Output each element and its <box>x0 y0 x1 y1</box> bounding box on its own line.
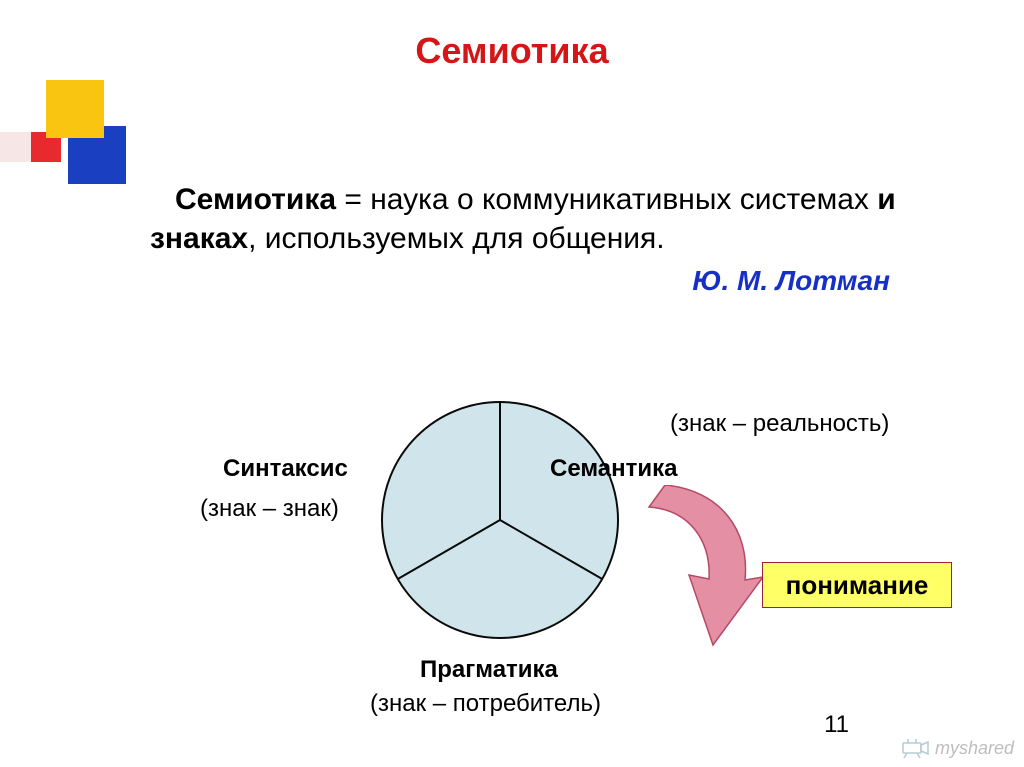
author-name: Ю. М. Лотман <box>150 265 890 297</box>
page-number-value: 11 <box>824 711 849 738</box>
watermark: myshared <box>901 737 1014 759</box>
author-text: Ю. М. Лотман <box>692 265 890 296</box>
label-sign-sign: (знак – знак) <box>200 495 339 523</box>
circle-svg <box>380 400 620 640</box>
corner-decoration <box>0 80 140 220</box>
title-text: Семиотика <box>415 30 608 71</box>
definition-paragraph: Семиотика = наука о коммуникативных сист… <box>150 180 930 258</box>
definition-lead: Семиотика <box>175 183 336 216</box>
label-pragmatics: Прагматика <box>420 656 558 684</box>
slide-title: Семиотика <box>0 30 1024 72</box>
deco-yellow-square <box>46 80 104 138</box>
understanding-box: понимание <box>762 562 952 608</box>
definition-middle: = наука о коммуникативных системах <box>336 183 877 216</box>
label-sign-consumer: (знак – потребитель) <box>370 690 601 718</box>
arrow-shape <box>649 485 763 645</box>
label-syntax: Синтаксис <box>223 455 348 483</box>
three-sector-circle <box>380 400 620 640</box>
definition-tail: , используемых для общения. <box>248 222 665 255</box>
curved-arrow <box>635 485 765 655</box>
projector-icon <box>901 737 929 759</box>
label-sign-reality: (знак – реальность) <box>670 410 889 438</box>
watermark-text: myshared <box>935 738 1014 759</box>
arrow-svg <box>635 485 765 655</box>
understanding-text: понимание <box>786 570 929 601</box>
label-semantics: Семантика <box>550 455 678 483</box>
page-number: 11 <box>824 711 849 739</box>
